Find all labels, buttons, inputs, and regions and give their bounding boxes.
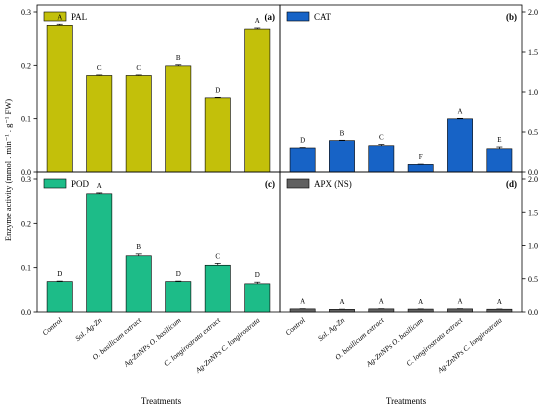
significance-letter: A xyxy=(339,298,344,306)
bar xyxy=(86,75,113,173)
significance-letter: D xyxy=(255,271,260,279)
category-label: Ag-ZnNPs C. longirostrata xyxy=(193,315,262,375)
bar xyxy=(407,308,434,313)
significance-letter: C xyxy=(379,134,384,142)
bar xyxy=(368,145,395,173)
bar xyxy=(244,28,271,173)
significance-letter: B xyxy=(176,54,181,62)
category-label: Control xyxy=(283,316,306,338)
y-tick-label: 0.2 xyxy=(21,219,31,228)
y-tick-label: 1.0 xyxy=(528,88,538,97)
significance-letter: D xyxy=(300,137,305,145)
legend-label: PAL xyxy=(71,12,87,22)
significance-letter: D xyxy=(215,86,220,94)
category-label: Sol. Ag-Zn xyxy=(73,315,103,343)
bar xyxy=(165,65,192,173)
significance-letter: A xyxy=(379,298,384,306)
bar xyxy=(86,193,113,313)
bar xyxy=(368,308,395,313)
bar xyxy=(447,308,473,313)
bar xyxy=(46,281,73,313)
y-tick-label: 1.0 xyxy=(528,242,538,251)
y-tick-label: 0.5 xyxy=(528,128,538,137)
bar xyxy=(204,264,231,313)
legend-label: CAT xyxy=(314,12,332,22)
significance-letter: A xyxy=(57,13,62,21)
bar xyxy=(486,308,513,313)
y-tick-label: 2.0 xyxy=(528,175,538,184)
bar xyxy=(329,309,355,313)
x-axis-label-left: Treatments xyxy=(141,396,182,406)
bar xyxy=(407,164,434,173)
y-tick-label: 0.0 xyxy=(528,308,538,317)
category-label: Sol. Ag-Zn xyxy=(316,315,346,343)
bar xyxy=(329,140,355,173)
significance-letter: A xyxy=(255,17,260,25)
bar xyxy=(289,308,316,313)
bar xyxy=(204,97,231,173)
legend-swatch xyxy=(286,178,310,189)
bar xyxy=(165,281,192,313)
y-tick-label: 0.0 xyxy=(21,308,31,317)
y-tick-label: 1.5 xyxy=(528,48,538,57)
panel-frame xyxy=(36,171,281,313)
y-tick-label: 2.0 xyxy=(528,8,538,17)
x-axis-label-right: Treatments xyxy=(386,396,427,406)
bar xyxy=(486,148,513,173)
y-tick-label: 0.1 xyxy=(21,115,31,124)
significance-letter: A xyxy=(300,298,305,306)
y-tick-label: 0.5 xyxy=(528,275,538,284)
significance-letter: D xyxy=(176,270,181,278)
panel-b: 0.0 0.5 1.0 1.5 2.0 CAT (b) D B C F A E xyxy=(279,4,538,177)
bar xyxy=(447,118,473,173)
y-axis-label: Enzyme activity (mmol . min⁻¹ . g⁻¹ FW) xyxy=(3,99,13,241)
category-label: Control xyxy=(41,316,64,338)
y-tick-label: 0.0 xyxy=(21,168,31,177)
significance-letter: C xyxy=(215,252,220,260)
bar xyxy=(289,147,316,173)
significance-letter: A xyxy=(457,107,462,115)
significance-letter: C xyxy=(136,64,141,72)
y-tick-label: 1.5 xyxy=(528,208,538,217)
panel-label: (d) xyxy=(506,179,517,189)
legend-label: APX (NS) xyxy=(314,179,352,189)
significance-letter: A xyxy=(497,298,502,306)
bar xyxy=(125,255,152,313)
legend-swatch xyxy=(43,11,67,22)
panel-label: (b) xyxy=(506,12,517,22)
bar xyxy=(125,75,152,173)
significance-letter: A xyxy=(97,182,102,190)
panel-label: (a) xyxy=(265,12,276,22)
bar xyxy=(244,283,271,313)
significance-letter: D xyxy=(57,270,62,278)
panel-d: 0.0 0.5 1.0 1.5 2.0 APX (NS) (d) A Control A Sol. … xyxy=(279,171,538,375)
panel-label: (c) xyxy=(265,179,275,189)
y-tick-label: 0.1 xyxy=(21,264,31,273)
legend-swatch xyxy=(43,178,67,189)
significance-letter: A xyxy=(457,298,462,306)
panel-frame xyxy=(36,4,281,173)
panel-a: 0.0 0.1 0.2 0.3 PAL (a) A C C B D A xyxy=(21,4,281,177)
significance-letter: B xyxy=(136,243,141,251)
legend-label: POD xyxy=(71,179,90,189)
significance-letter: A xyxy=(418,298,423,306)
legend-swatch xyxy=(286,11,310,22)
significance-letter: C xyxy=(97,64,102,72)
panel-frame xyxy=(279,4,523,173)
significance-letter: E xyxy=(497,136,501,144)
category-label: Ag-ZnNPs C. longirostrata xyxy=(435,315,504,375)
y-tick-label: 0.0 xyxy=(528,168,538,177)
y-tick-label: 0.3 xyxy=(21,8,31,17)
y-tick-label: 0.3 xyxy=(21,175,31,184)
bar xyxy=(46,25,73,173)
significance-letter: F xyxy=(419,153,423,161)
y-tick-label: 0.2 xyxy=(21,61,31,70)
panel-frame xyxy=(279,171,523,313)
significance-letter: B xyxy=(340,129,345,137)
